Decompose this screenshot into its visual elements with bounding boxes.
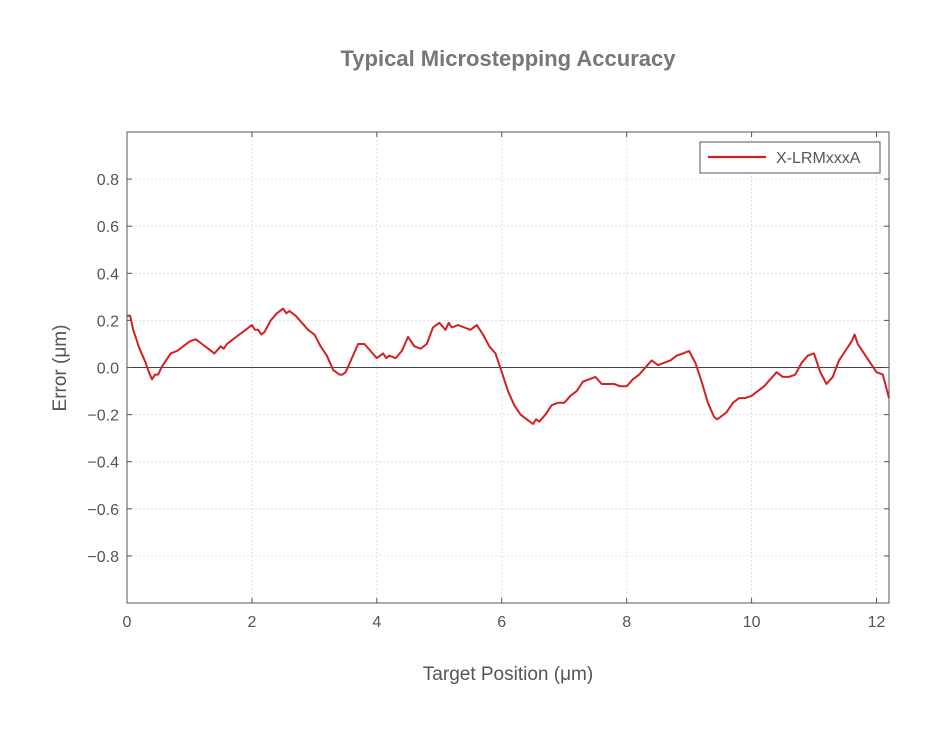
legend-label: X-LRMxxxA <box>776 150 861 167</box>
y-axis-label: Error (μm) <box>50 325 71 412</box>
y-tick-label: −0.2 <box>87 408 119 425</box>
x-tick-label: 10 <box>743 614 761 631</box>
y-tick-label: −0.8 <box>87 549 119 566</box>
legend: X-LRMxxxA <box>699 141 881 174</box>
x-tick-label: 2 <box>247 614 256 631</box>
series-line <box>127 307 890 425</box>
y-tick-label: 0.4 <box>97 266 119 283</box>
y-tick-label: −0.6 <box>87 502 119 519</box>
y-tick-label: 0.2 <box>97 313 119 330</box>
x-tick-label: 4 <box>372 614 381 631</box>
x-tick-label: 0 <box>123 614 132 631</box>
x-tick-label: 8 <box>622 614 631 631</box>
y-tick-label: 0.0 <box>97 361 119 378</box>
series-layer <box>127 307 890 425</box>
y-tick-label: 0.8 <box>97 172 119 189</box>
y-tick-label: 0.6 <box>97 219 119 236</box>
x-tick-label: 6 <box>497 614 506 631</box>
x-axis-label: Target Position (μm) <box>423 664 593 685</box>
y-tick-label: −0.4 <box>87 455 119 472</box>
x-axis-ticks: 0 2 4 6 8 10 12 <box>123 132 886 631</box>
chart-title: Typical Microstepping Accuracy <box>341 46 677 71</box>
x-tick-label: 12 <box>868 614 886 631</box>
y-axis-ticks: 0.8 0.6 0.4 0.2 0.0 −0.2 −0.4 −0.6 −0.8 <box>87 172 889 566</box>
